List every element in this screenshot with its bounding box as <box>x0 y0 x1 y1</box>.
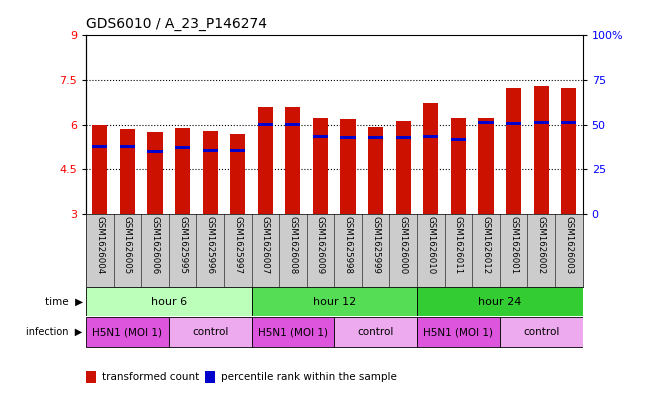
Bar <box>147 132 163 214</box>
Text: control: control <box>523 327 559 337</box>
Text: GSM1626004: GSM1626004 <box>95 217 104 275</box>
Bar <box>230 134 245 214</box>
Text: hour 6: hour 6 <box>150 297 187 307</box>
Text: GSM1626009: GSM1626009 <box>316 217 325 274</box>
Bar <box>561 88 576 214</box>
Text: control: control <box>357 327 394 337</box>
Text: GSM1625997: GSM1625997 <box>233 217 242 274</box>
Bar <box>396 136 411 139</box>
Bar <box>147 150 163 153</box>
Text: GSM1625995: GSM1625995 <box>178 217 187 274</box>
Text: H5N1 (MOI 1): H5N1 (MOI 1) <box>258 327 328 337</box>
Text: GSM1625999: GSM1625999 <box>371 217 380 274</box>
Text: GSM1625996: GSM1625996 <box>206 217 215 274</box>
Bar <box>285 123 301 126</box>
Text: H5N1 (MOI 1): H5N1 (MOI 1) <box>423 327 493 337</box>
Text: percentile rank within the sample: percentile rank within the sample <box>221 372 396 382</box>
Bar <box>92 125 107 214</box>
Bar <box>175 146 190 149</box>
Bar <box>313 118 328 214</box>
Bar <box>202 131 217 214</box>
Bar <box>86 317 169 347</box>
Bar <box>368 127 383 214</box>
Bar <box>534 86 549 214</box>
Bar <box>396 121 411 214</box>
Bar <box>313 135 328 138</box>
Bar <box>258 123 273 126</box>
Bar <box>251 317 335 347</box>
Bar <box>340 119 355 214</box>
Bar <box>423 135 439 138</box>
Text: GSM1626005: GSM1626005 <box>123 217 132 275</box>
Text: hour 24: hour 24 <box>478 297 521 307</box>
Bar <box>86 287 251 316</box>
Bar <box>285 108 301 214</box>
Text: hour 12: hour 12 <box>312 297 356 307</box>
Text: GSM1626007: GSM1626007 <box>261 217 270 275</box>
Text: GDS6010 / A_23_P146274: GDS6010 / A_23_P146274 <box>86 17 267 31</box>
Text: time  ▶: time ▶ <box>44 297 83 307</box>
Bar <box>417 287 583 316</box>
Bar <box>202 149 217 152</box>
Bar <box>506 88 521 214</box>
Text: transformed count: transformed count <box>102 372 199 382</box>
Bar <box>92 145 107 148</box>
Bar <box>451 138 466 141</box>
Bar <box>230 149 245 152</box>
Bar <box>120 129 135 214</box>
Bar <box>120 145 135 148</box>
Bar <box>500 317 583 347</box>
Text: GSM1626006: GSM1626006 <box>150 217 159 275</box>
Bar <box>451 118 466 214</box>
Text: infection  ▶: infection ▶ <box>27 327 83 337</box>
Bar <box>335 317 417 347</box>
Text: GSM1626003: GSM1626003 <box>564 217 574 275</box>
Bar <box>258 108 273 214</box>
Text: H5N1 (MOI 1): H5N1 (MOI 1) <box>92 327 162 337</box>
Text: GSM1626011: GSM1626011 <box>454 217 463 275</box>
Text: GSM1626001: GSM1626001 <box>509 217 518 275</box>
Bar <box>368 136 383 139</box>
Text: GSM1626010: GSM1626010 <box>426 217 436 275</box>
Text: GSM1626008: GSM1626008 <box>288 217 298 275</box>
Bar <box>417 317 500 347</box>
Bar <box>478 118 493 214</box>
Bar <box>251 287 417 316</box>
Bar <box>423 103 439 214</box>
Text: GSM1626002: GSM1626002 <box>537 217 546 275</box>
Bar <box>534 121 549 124</box>
Bar <box>340 136 355 139</box>
Text: GSM1626012: GSM1626012 <box>482 217 491 275</box>
Bar <box>175 129 190 214</box>
Text: GSM1626000: GSM1626000 <box>399 217 408 275</box>
Bar <box>169 317 251 347</box>
Bar <box>506 122 521 125</box>
Text: GSM1625998: GSM1625998 <box>344 217 353 274</box>
Bar <box>561 121 576 124</box>
Bar <box>478 121 493 124</box>
Text: control: control <box>192 327 229 337</box>
